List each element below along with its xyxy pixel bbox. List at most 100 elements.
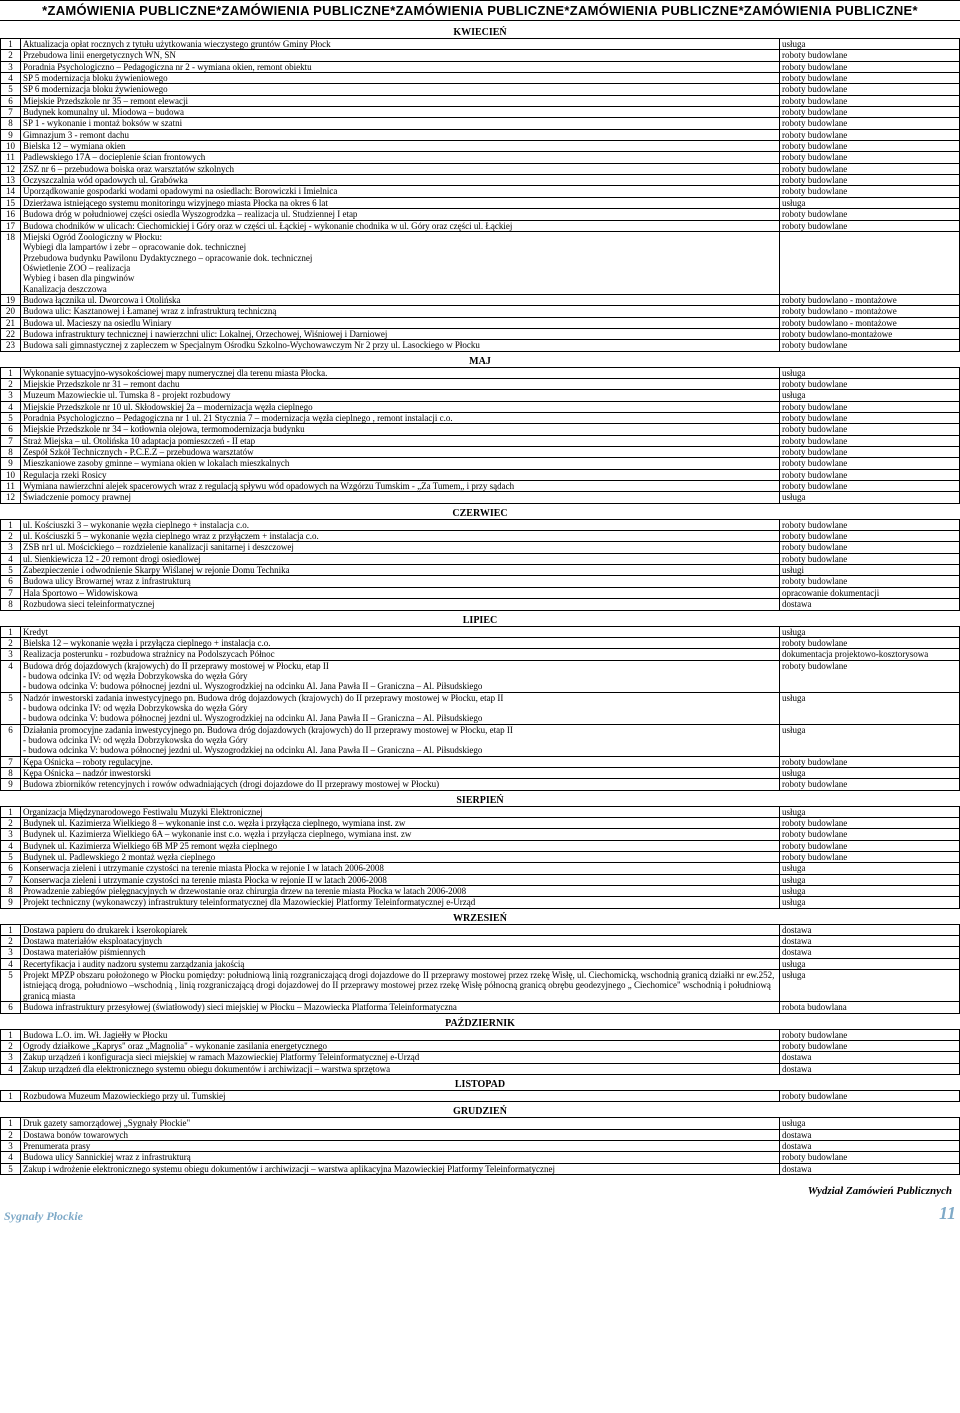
row-type: roboty budowlane xyxy=(780,175,960,186)
row-type: usługa xyxy=(780,197,960,208)
row-number: 3 xyxy=(1,390,21,401)
row-type: roboty budowlane xyxy=(780,469,960,480)
table-row: 1ul. Kościuszki 3 – wykonanie węzła ciep… xyxy=(1,519,960,530)
row-type: dostawa xyxy=(780,1140,960,1151)
row-type: roboty budowlane xyxy=(780,220,960,231)
row-description: Budowa ul. Macieszy na osiedlu Winiary xyxy=(21,317,780,328)
table-row: 6Miejskie Przedszkole nr 34 – kotłownia … xyxy=(1,424,960,435)
row-type: roboty budowlane xyxy=(780,531,960,542)
table-row: 1Organizacja Międzynarodowego Festiwalu … xyxy=(1,806,960,817)
row-type: usługa xyxy=(780,1118,960,1129)
row-type: usługa xyxy=(780,367,960,378)
row-number: 2 xyxy=(1,50,21,61)
row-number: 2 xyxy=(1,637,21,648)
row-number: 14 xyxy=(1,186,21,197)
row-number: 7 xyxy=(1,874,21,885)
row-description: Bielska 12 – wymiana okien xyxy=(21,141,780,152)
row-number: 1 xyxy=(1,1090,21,1101)
row-description: Konserwacja zieleni i utrzymanie czystoś… xyxy=(21,874,780,885)
table-row: 9Projekt techniczny (wykonawczy) infrast… xyxy=(1,897,960,908)
table-row: 3Prenumerata prasydostawa xyxy=(1,1140,960,1151)
row-type: usługa xyxy=(780,886,960,897)
row-description: Bielska 12 – wykonanie węzła i przyłącza… xyxy=(21,637,780,648)
table-row: 3Zakup urządzeń i konfiguracja sieci mie… xyxy=(1,1052,960,1063)
table-row: 15Dzierżawa istniejącego systemu monitor… xyxy=(1,197,960,208)
row-type: roboty budowlane xyxy=(780,186,960,197)
row-description: Oczyszczalnia wód opadowych ul. Grabówka xyxy=(21,175,780,186)
row-number: 9 xyxy=(1,897,21,908)
row-description: Prenumerata prasy xyxy=(21,1140,780,1151)
row-description: Druk gazety samorządowej „Sygnały Płocki… xyxy=(21,1118,780,1129)
table-row: 8Kępa Ośnicka – nadzór inwestorskiusługa xyxy=(1,767,960,778)
row-number: 6 xyxy=(1,576,21,587)
row-type: dostawa xyxy=(780,599,960,610)
row-description: ul. Kościuszki 3 – wykonanie węzła ciepl… xyxy=(21,519,780,530)
row-type: usługa xyxy=(780,390,960,401)
row-type: roboty budowlane xyxy=(780,209,960,220)
row-number: 2 xyxy=(1,936,21,947)
row-type: dostawa xyxy=(780,936,960,947)
row-description: Zakup urządzeń i konfiguracja sieci miej… xyxy=(21,1052,780,1063)
data-table: 1Organizacja Międzynarodowego Festiwalu … xyxy=(0,806,960,909)
row-number: 7 xyxy=(1,587,21,598)
row-type: roboty budowlane xyxy=(780,576,960,587)
row-type: roboty budowlane xyxy=(780,458,960,469)
table-row: 9Gimnazjum 3 - remont dachuroboty budowl… xyxy=(1,129,960,140)
row-number: 10 xyxy=(1,141,21,152)
row-type: robota budowlana xyxy=(780,1002,960,1013)
row-description: Budowa infrastruktury technicznej i nawi… xyxy=(21,328,780,339)
row-number: 8 xyxy=(1,599,21,610)
footer-publication: Sygnały Płockie xyxy=(4,1209,83,1224)
table-row: 3Dostawa materiałów piśmiennychdostawa xyxy=(1,947,960,958)
table-row: 1Rozbudowa Muzeum Mazowieckiego przy ul.… xyxy=(1,1090,960,1101)
row-number: 4 xyxy=(1,958,21,969)
row-number: 1 xyxy=(1,39,21,50)
row-type: usługa xyxy=(780,958,960,969)
row-number: 4 xyxy=(1,401,21,412)
row-type: usługa xyxy=(780,626,960,637)
row-number: 11 xyxy=(1,481,21,492)
table-row: 3Poradnia Psychologiczno – Pedagogiczna … xyxy=(1,61,960,72)
row-number: 5 xyxy=(1,84,21,95)
row-description: Budowa chodników w ulicach: Ciechomickie… xyxy=(21,220,780,231)
table-row: 11Padlewskiego 17A – docieplenie ścian f… xyxy=(1,152,960,163)
row-description: Muzeum Mazowieckie ul. Tumska 8 - projek… xyxy=(21,390,780,401)
row-type: roboty budowlane xyxy=(780,401,960,412)
row-type xyxy=(780,231,960,294)
row-type: roboty budowlane xyxy=(780,779,960,790)
table-row: 6Działania promocyjne zadania inwestycyj… xyxy=(1,724,960,756)
table-row: 12ZSZ nr 6 – przebudowa boiska oraz wars… xyxy=(1,163,960,174)
row-type: roboty budowlane xyxy=(780,152,960,163)
table-row: 4ul. Sienkiewicza 12 - 20 remont drogi o… xyxy=(1,553,960,564)
row-description: Budowa ulicy Browarnej wraz z infrastruk… xyxy=(21,576,780,587)
row-number: 2 xyxy=(1,1040,21,1051)
section-title: LIPIEC xyxy=(0,615,960,626)
row-description: Działania promocyjne zadania inwestycyjn… xyxy=(21,724,780,756)
row-description: ul. Kościuszki 5 – wykonanie węzła ciepl… xyxy=(21,531,780,542)
row-description: Konserwacja zieleni i utrzymanie czystoś… xyxy=(21,863,780,874)
row-type: roboty budowlano - montażowe xyxy=(780,317,960,328)
row-description: Zakup urządzeń dla elektronicznego syste… xyxy=(21,1063,780,1074)
row-number: 23 xyxy=(1,340,21,351)
row-type: roboty budowlane xyxy=(780,1040,960,1051)
row-type: dostawa xyxy=(780,947,960,958)
table-row: 7Straż Miejska – ul. Otolińska 10 adapta… xyxy=(1,435,960,446)
table-row: 16Budowa dróg w południowej części osied… xyxy=(1,209,960,220)
row-description: Budowa ulic: Kasztanowej i Łamanej wraz … xyxy=(21,306,780,317)
row-number: 7 xyxy=(1,435,21,446)
row-description: Budynek ul. Kazimierza Wielkiego 6B MP 2… xyxy=(21,840,780,851)
row-description: SP 5 modernizacja bloku żywieniowego xyxy=(21,73,780,84)
row-number: 16 xyxy=(1,209,21,220)
row-description: SP 6 modernizacja bloku żywieniowego xyxy=(21,84,780,95)
row-number: 2 xyxy=(1,1129,21,1140)
table-row: 3Muzeum Mazowieckie ul. Tumska 8 - proje… xyxy=(1,390,960,401)
row-number: 2 xyxy=(1,531,21,542)
row-number: 1 xyxy=(1,367,21,378)
table-row: 12Świadczenie pomocy prawnejusługa xyxy=(1,492,960,503)
row-description: Dostawa bonów towarowych xyxy=(21,1129,780,1140)
row-description: Dostawa materiałów eksploatacyjnych xyxy=(21,936,780,947)
row-type: roboty budowlane xyxy=(780,447,960,458)
row-type: roboty budowlane xyxy=(780,141,960,152)
table-row: 3Budynek ul. Kazimierza Wielkiego 6A – w… xyxy=(1,829,960,840)
table-row: 4Budowa dróg dojazdowych (krajowych) do … xyxy=(1,660,960,692)
